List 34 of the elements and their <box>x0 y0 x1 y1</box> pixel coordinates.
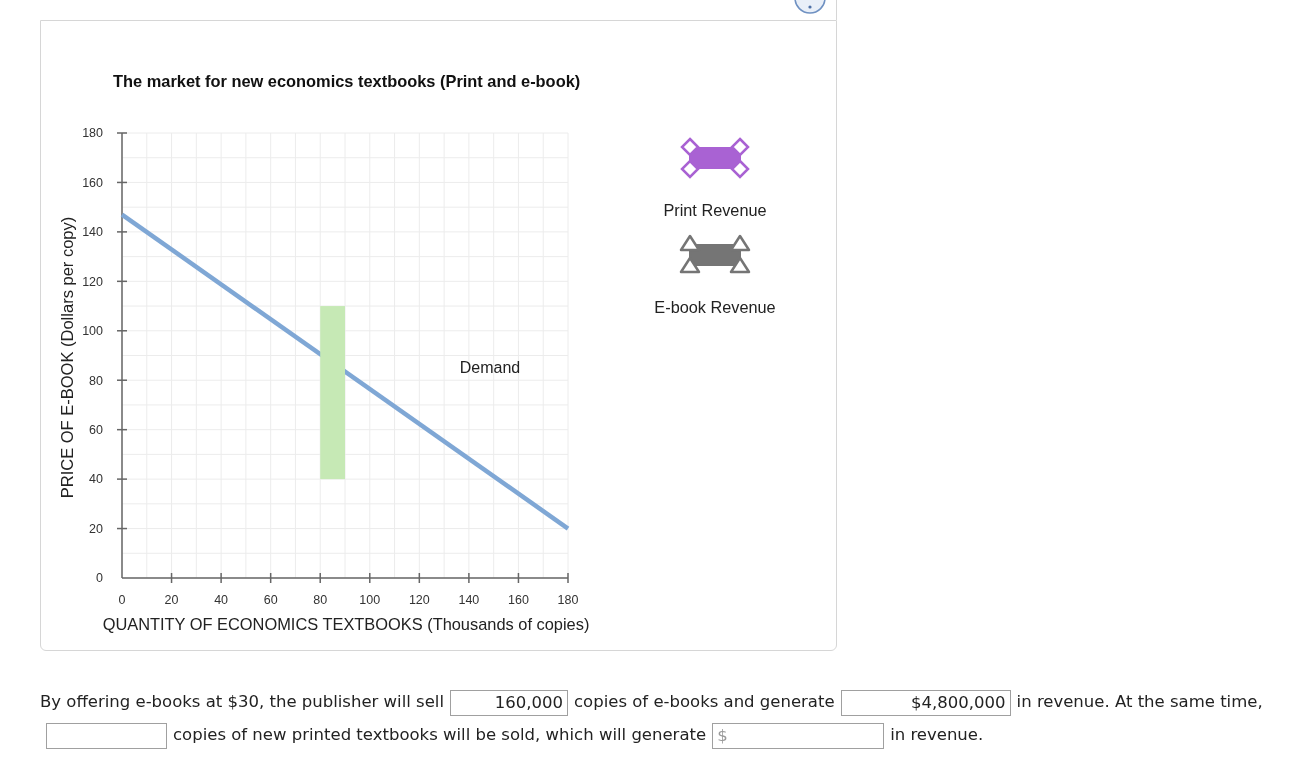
text: E-book Revenue <box>654 297 776 316</box>
x-tick-label: 20 <box>164 593 179 607</box>
y-tick-label: 160 <box>82 175 104 190</box>
x-tick-label: 60 <box>263 593 278 607</box>
y-tick-label: 0 <box>96 571 104 586</box>
text-field: $4,800,000 <box>840 689 1011 716</box>
chart-title: The market for new economics textbooks (Print and e-book) <box>113 72 581 90</box>
text: copies of new printed textbooks will be sold, which will generate <box>173 725 707 744</box>
x-axis-title: QUANTITY OF ECONOMICS TEXTBOOKS (Thousands of copies) <box>102 615 590 633</box>
x-tick-label: 180 <box>557 593 579 607</box>
y-tick-label: 120 <box>82 274 104 289</box>
y-axis-title: PRICE OF E-BOOK (Dollars per copy) <box>57 216 76 499</box>
text: in revenue. <box>890 725 984 744</box>
text-field: 160,000 <box>450 689 568 716</box>
y-tick-label: 100 <box>82 324 104 339</box>
y-tick-label: 180 <box>82 126 104 141</box>
x-tick-label: 140 <box>458 593 480 607</box>
x-tick-label: 40 <box>214 593 229 607</box>
text-field: $ <box>712 722 885 749</box>
x-tick-label: 160 <box>508 593 529 607</box>
y-tick-label: 20 <box>89 521 104 536</box>
text: Print Revenue <box>663 200 767 219</box>
x-tick-label: 80 <box>313 593 328 607</box>
text: copies of e-books and generate <box>574 692 835 711</box>
x-tick-label: 100 <box>359 593 381 607</box>
y-tick-label: 40 <box>89 472 104 487</box>
y-tick-label: 60 <box>89 423 104 438</box>
y-tick-label: 80 <box>89 373 104 388</box>
text: in revenue. At the same time, <box>1016 692 1263 711</box>
y-tick-label: 140 <box>82 225 104 240</box>
text: Demand <box>459 358 521 376</box>
x-tick-label: 0 <box>118 593 126 607</box>
x-tick-label: 120 <box>408 593 430 607</box>
text: By offering e-books at $30, the publisher will sell <box>40 692 445 711</box>
